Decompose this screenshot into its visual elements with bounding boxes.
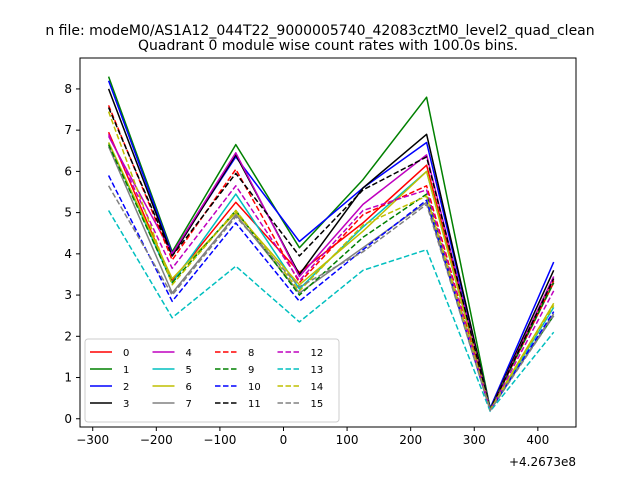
legend-label-0: 0 bbox=[123, 348, 129, 359]
legend-label-8: 8 bbox=[248, 348, 254, 359]
x-tick-label: 200 bbox=[399, 433, 422, 447]
y-tick-label: 7 bbox=[64, 123, 72, 137]
axes-frame bbox=[79, 57, 577, 428]
legend-label-12: 12 bbox=[311, 348, 324, 359]
legend-label-13: 13 bbox=[311, 365, 324, 376]
legend-label-3: 3 bbox=[123, 399, 129, 410]
series-line-9 bbox=[107, 144, 555, 411]
x-tick-label: −300 bbox=[76, 433, 109, 447]
y-tick-label: 3 bbox=[64, 288, 72, 302]
series-line-3 bbox=[107, 88, 555, 411]
legend-label-1: 1 bbox=[123, 365, 129, 376]
y-tick-label: 1 bbox=[64, 371, 72, 385]
x-tick-label: −100 bbox=[203, 433, 236, 447]
legend-label-6: 6 bbox=[186, 382, 192, 393]
y-tick-label: 6 bbox=[64, 164, 72, 178]
y-tick-label: 2 bbox=[64, 329, 72, 343]
x-tick-label: 400 bbox=[526, 433, 549, 447]
y-tick-label: 8 bbox=[64, 82, 72, 96]
legend-label-15: 15 bbox=[311, 399, 324, 410]
y-axis: 0 1 2 3 4 5 6 7 8 bbox=[64, 82, 80, 426]
legend-label-10: 10 bbox=[248, 382, 261, 393]
legend-label-4: 4 bbox=[186, 348, 192, 359]
series-line-1 bbox=[107, 76, 555, 410]
legend-label-11: 11 bbox=[248, 399, 261, 410]
legend-label-7: 7 bbox=[186, 399, 192, 410]
y-tick-label: 0 bbox=[64, 412, 72, 426]
legend-label-9: 9 bbox=[248, 365, 254, 376]
plot-area bbox=[107, 76, 555, 413]
series-line-11 bbox=[107, 107, 555, 411]
x-tick-label: 300 bbox=[463, 433, 486, 447]
x-offset-label: +4.2673e8 bbox=[509, 455, 576, 469]
legend-label-2: 2 bbox=[123, 382, 129, 393]
x-tick-label: −200 bbox=[140, 433, 173, 447]
legend-label-14: 14 bbox=[311, 382, 324, 393]
series-line-13 bbox=[107, 210, 555, 413]
x-axis: −300 −200 −100 0 100 200 300 400 bbox=[76, 427, 549, 447]
legend-box bbox=[84, 338, 340, 423]
chart-title: Quadrant 0 module wise count rates with … bbox=[138, 38, 518, 54]
figure-suptitle: n file: modeM0/AS1A12_044T22_9000005740_… bbox=[45, 23, 594, 39]
legend-label-5: 5 bbox=[186, 365, 192, 376]
x-tick-label: 100 bbox=[336, 433, 359, 447]
y-tick-label: 4 bbox=[64, 247, 72, 261]
x-tick-label: 0 bbox=[280, 433, 288, 447]
y-tick-label: 5 bbox=[64, 206, 72, 220]
